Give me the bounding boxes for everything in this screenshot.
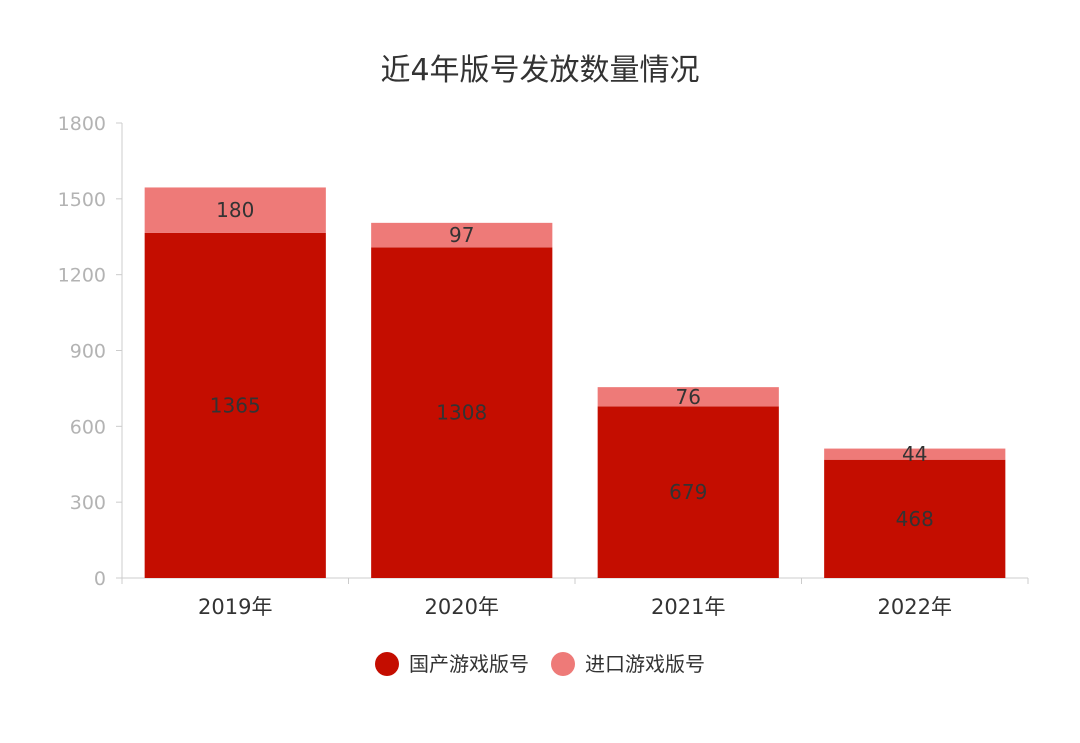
x-tick-label: 2022年 bbox=[878, 595, 952, 619]
bar-segment-imported[interactable] bbox=[824, 448, 1006, 460]
bar-segment-imported[interactable] bbox=[371, 222, 553, 248]
data-label: 180 bbox=[216, 198, 254, 222]
x-tick-label: 2020年 bbox=[425, 595, 499, 619]
bar-segment-domestic[interactable] bbox=[371, 247, 553, 578]
y-tick-label: 0 bbox=[94, 568, 106, 590]
y-tick-label: 1200 bbox=[58, 265, 106, 287]
data-label: 44 bbox=[902, 442, 927, 466]
x-tick-label: 2021年 bbox=[651, 595, 725, 619]
y-tick-label: 900 bbox=[70, 341, 106, 363]
bar-segment-domestic[interactable] bbox=[597, 406, 779, 578]
data-label: 679 bbox=[669, 480, 707, 504]
data-labels: 1365 180 1308 97 679 76 468 44 bbox=[210, 198, 934, 531]
data-label: 1365 bbox=[210, 393, 261, 417]
bar-segment-imported[interactable] bbox=[597, 387, 779, 407]
data-label: 468 bbox=[896, 507, 934, 531]
data-label: 1308 bbox=[436, 401, 487, 425]
bar-segment-imported[interactable] bbox=[144, 187, 326, 233]
bar-segment-domestic[interactable] bbox=[144, 232, 326, 579]
data-label: 97 bbox=[449, 223, 474, 247]
legend-marker-imported[interactable] bbox=[551, 652, 575, 676]
legend-marker-domestic[interactable] bbox=[375, 652, 399, 676]
chart-title: 近4年版号发放数量情况 bbox=[380, 53, 699, 88]
data-label: 76 bbox=[676, 385, 701, 409]
bar-segment-domestic[interactable] bbox=[824, 459, 1006, 578]
bars bbox=[144, 187, 1006, 579]
axes: 0 300 600 900 1200 1500 1800 2019年 2020年 2021年 202… bbox=[58, 113, 1029, 619]
legend-label[interactable]: 国产游戏版号 bbox=[409, 652, 529, 676]
x-tick-label: 2019年 bbox=[198, 595, 272, 619]
y-tick-label: 1500 bbox=[58, 189, 106, 211]
legend-label[interactable]: 进口游戏版号 bbox=[585, 652, 705, 676]
y-tick-label: 600 bbox=[70, 416, 106, 438]
y-tick-label: 300 bbox=[70, 492, 106, 514]
legend: 国产游戏版号 进口游戏版号 bbox=[375, 652, 705, 676]
y-tick-label: 1800 bbox=[58, 113, 106, 135]
